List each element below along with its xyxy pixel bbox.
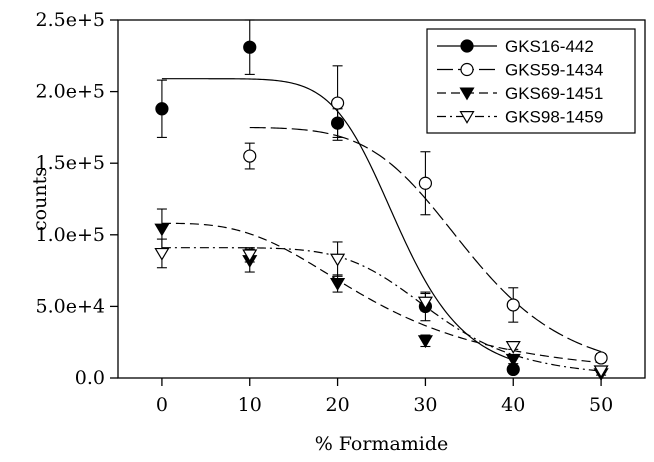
data-point-GKS59-1434	[330, 96, 345, 110]
legend-marker	[459, 87, 475, 101]
data-point-GKS98-1459	[154, 247, 170, 261]
data-point-GKS59-1434	[243, 149, 257, 163]
x-tick-label: 40	[501, 394, 525, 416]
y-tick-label: 2.5e+5	[36, 9, 105, 31]
data-point-GKS59-1434	[418, 176, 433, 190]
fit-curve-GKS98-1459	[161, 247, 602, 372]
x-tick-label: 20	[325, 394, 349, 416]
legend-label: GKS69-1451	[505, 84, 603, 103]
x-axis-label: % Formamide	[315, 433, 449, 455]
legend-marker	[459, 111, 475, 124]
legend-marker	[460, 62, 474, 77]
legend-label: GKS98-1459	[505, 108, 603, 127]
data-point-GKS69-1451	[417, 335, 433, 349]
legend-label: GKS16-442	[505, 37, 594, 56]
data-point-GKS16-442	[243, 40, 257, 54]
plot-area-border	[117, 19, 646, 379]
y-tick-label: 1.5e+5	[36, 152, 105, 174]
data-point-GKS69-1451	[330, 278, 346, 291]
data-point-GKS16-442	[155, 102, 169, 116]
y-tick-label: 1.0e+5	[36, 224, 105, 246]
legend-label: GKS59-1434	[505, 61, 603, 80]
data-point-GKS98-1459	[593, 365, 609, 379]
legend: GKS16-442 GKS59-1434 GKS69-1451 GKS98-1459	[426, 28, 636, 134]
data-point-GKS59-1434	[506, 298, 520, 312]
data-point-GKS69-1451	[505, 353, 521, 367]
y-tick-label: 2.0e+5	[36, 81, 105, 103]
data-point-GKS69-1451	[154, 223, 170, 237]
data-point-GKS16-442	[330, 116, 345, 130]
data-points	[154, 40, 609, 382]
y-tick-label: 5.0e+4	[36, 295, 105, 317]
y-axis-label: counts	[29, 167, 51, 231]
x-tick-label: 50	[589, 394, 613, 416]
x-axis: 0 10 20 30 40 50	[156, 378, 613, 416]
plot-frame	[117, 19, 646, 379]
y-axis: 0.0 5.0e+4 1.0e+5 1.5e+5 2.0e+5 2.5e+5	[36, 9, 118, 389]
x-tick-label: 10	[238, 394, 262, 416]
y-tick-label: 0.0	[75, 367, 105, 389]
data-point-GKS98-1459	[242, 249, 258, 263]
x-tick-label: 30	[413, 394, 437, 416]
legend-marker	[460, 39, 474, 53]
fit-curve-GKS69-1451	[161, 222, 602, 364]
data-point-GKS98-1459	[505, 341, 521, 354]
data-point-GKS98-1459	[330, 253, 346, 267]
data-point-GKS98-1459	[417, 296, 433, 310]
x-tick-label: 0	[156, 394, 168, 416]
data-point-GKS59-1434	[594, 351, 608, 365]
